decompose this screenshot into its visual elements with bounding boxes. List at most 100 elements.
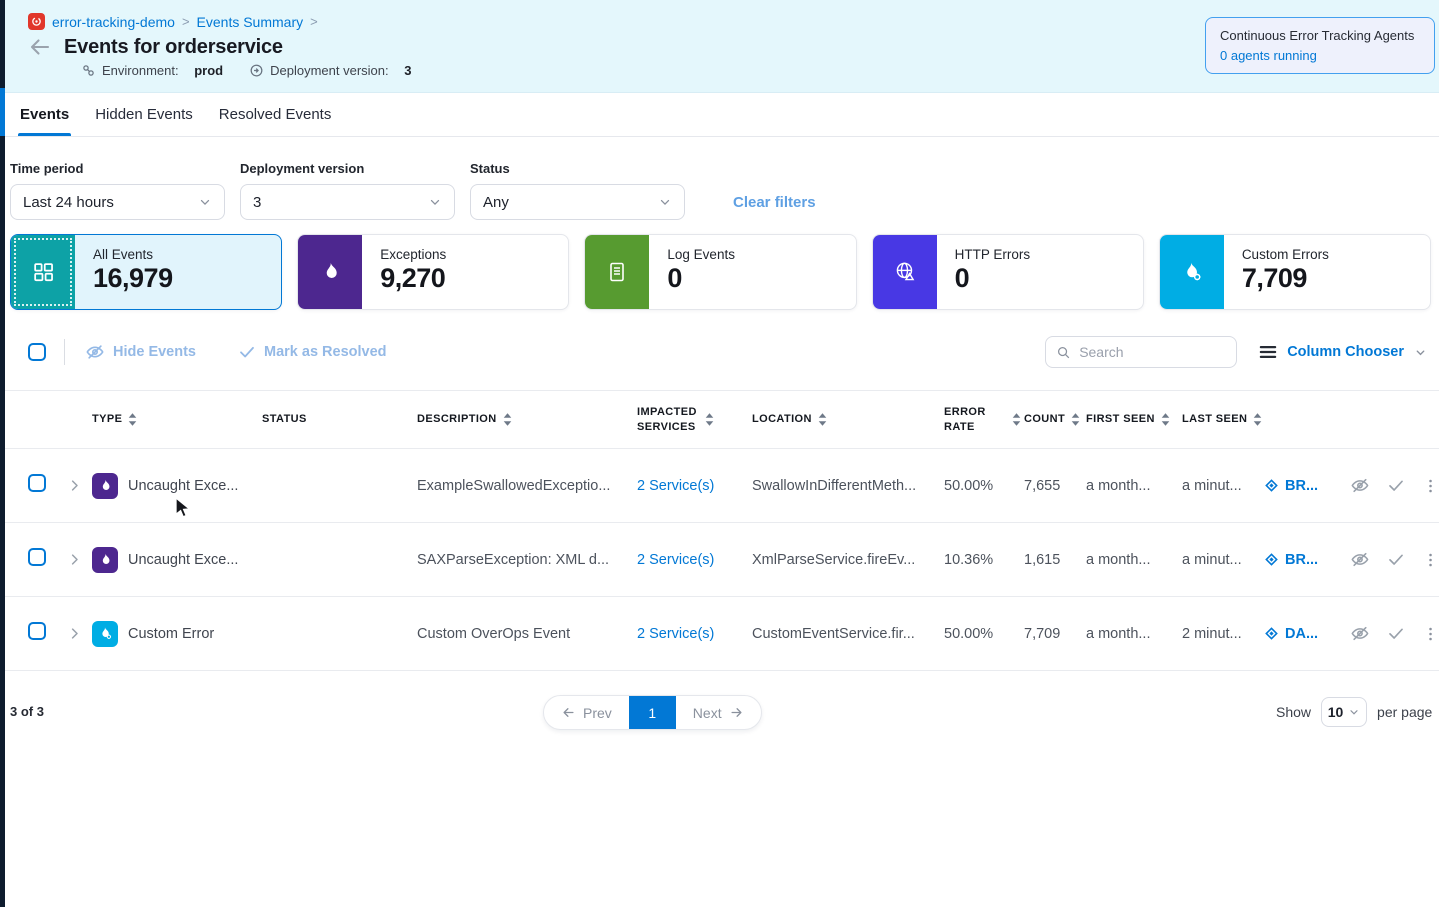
show-label: Show bbox=[1276, 704, 1312, 720]
row-checkbox[interactable] bbox=[28, 622, 46, 640]
back-button[interactable] bbox=[28, 35, 52, 59]
column-header-impacted-services[interactable]: Impacted Services bbox=[637, 405, 752, 434]
card-value: 0 bbox=[954, 263, 970, 293]
search-input[interactable] bbox=[1079, 344, 1210, 360]
sort-icon bbox=[1012, 413, 1021, 426]
row-checkbox[interactable] bbox=[28, 548, 46, 566]
last-seen-cell: a minut... bbox=[1182, 477, 1242, 494]
tab-events[interactable]: Events bbox=[18, 93, 72, 136]
event-type-label: Custom Error bbox=[128, 625, 215, 642]
column-header-status[interactable]: Status bbox=[262, 413, 307, 426]
events-table: Type Status Description Impacted Service… bbox=[0, 390, 1439, 671]
column-header-description[interactable]: Description bbox=[417, 412, 637, 426]
location-cell: SwallowInDifferentMeth... bbox=[752, 477, 917, 494]
first-seen-cell: a month... bbox=[1086, 625, 1151, 642]
status-select[interactable]: Any bbox=[470, 184, 685, 220]
chevron-down-icon bbox=[430, 199, 440, 205]
resolve-event-icon[interactable] bbox=[1387, 550, 1405, 569]
impacted-services-link[interactable]: 2 Service(s) bbox=[637, 625, 715, 642]
card-label: All Events bbox=[93, 247, 154, 262]
event-type-label: Uncaught Exce... bbox=[128, 551, 239, 568]
breadcrumb-project-link[interactable]: error-tracking-demo bbox=[52, 13, 175, 30]
hide-event-icon[interactable] bbox=[1350, 623, 1370, 644]
expand-chevron-icon[interactable] bbox=[67, 626, 82, 641]
hide-event-icon[interactable] bbox=[1350, 475, 1370, 496]
card-exceptions[interactable]: Exceptions 9,270 bbox=[297, 234, 570, 310]
column-chooser-button[interactable]: Column Chooser bbox=[1259, 344, 1427, 360]
resolve-event-icon[interactable] bbox=[1387, 624, 1405, 643]
expand-chevron-icon[interactable] bbox=[67, 552, 82, 567]
impacted-services-link[interactable]: 2 Service(s) bbox=[637, 551, 715, 568]
expand-chevron-icon[interactable] bbox=[67, 478, 82, 493]
column-header-first-seen[interactable]: First Seen bbox=[1086, 412, 1182, 426]
table-row[interactable]: Custom Error Custom OverOps Event 2 Serv… bbox=[0, 597, 1439, 671]
back-arrow-icon bbox=[30, 39, 50, 55]
column-header-type[interactable]: Type bbox=[92, 412, 262, 426]
chevron-down-icon bbox=[1416, 349, 1425, 355]
assignee-link[interactable]: DA... bbox=[1264, 626, 1348, 642]
chevron-down-icon bbox=[660, 199, 670, 205]
impacted-services-link[interactable]: 2 Service(s) bbox=[637, 477, 715, 494]
column-header-location[interactable]: Location bbox=[752, 412, 944, 426]
search-icon bbox=[1058, 346, 1070, 358]
collapsed-sidebar[interactable] bbox=[0, 0, 5, 907]
flame-icon bbox=[298, 235, 363, 309]
column-header-last-seen[interactable]: Last Seen bbox=[1182, 412, 1264, 426]
row-menu-icon[interactable] bbox=[1422, 476, 1439, 496]
error-rate-cell: 50.00% bbox=[944, 625, 994, 642]
card-custom-errors[interactable]: Custom Errors 7,709 bbox=[1158, 234, 1432, 310]
count-cell: 7,709 bbox=[1024, 625, 1061, 642]
agents-title: Continuous Error Tracking Agents bbox=[1220, 28, 1415, 43]
hide-event-icon[interactable] bbox=[1350, 549, 1370, 570]
error-tracking-logo-icon bbox=[28, 13, 45, 30]
error-rate-cell: 50.00% bbox=[944, 477, 994, 494]
tabs-bar: Events Hidden Events Resolved Events bbox=[0, 93, 1439, 137]
card-http-errors[interactable]: HTTP Errors 0 bbox=[871, 234, 1144, 310]
deployment-version-select[interactable]: 3 bbox=[240, 184, 455, 220]
pagination-pill: Prev 1 Next bbox=[543, 695, 762, 730]
table-row[interactable]: Uncaught Exce... ExampleSwallowedExcepti… bbox=[0, 449, 1439, 523]
assignee-link[interactable]: BR... bbox=[1264, 552, 1348, 568]
status-label: Status bbox=[470, 161, 510, 176]
next-page-button[interactable]: Next bbox=[676, 696, 761, 729]
column-header-count[interactable]: Count bbox=[1024, 412, 1086, 426]
time-period-label: Time period bbox=[10, 161, 84, 176]
table-row[interactable]: Uncaught Exce... SAXParseException: XML … bbox=[0, 523, 1439, 597]
service-diamond-icon bbox=[1265, 553, 1278, 566]
agents-status-panel: Continuous Error Tracking Agents 0 agent… bbox=[1205, 17, 1435, 74]
assignee-link[interactable]: BR... bbox=[1264, 478, 1348, 494]
agents-running-link[interactable]: 0 agents running bbox=[1220, 48, 1317, 63]
card-value: 7,709 bbox=[1241, 263, 1308, 293]
deployment-version-label: Deployment version bbox=[240, 161, 365, 176]
row-checkbox[interactable] bbox=[28, 474, 46, 492]
last-seen-cell: a minut... bbox=[1182, 551, 1242, 568]
hide-events-button[interactable]: Hide Events bbox=[85, 342, 196, 362]
card-all-events[interactable]: All Events 16,979 bbox=[10, 234, 283, 310]
service-diamond-icon bbox=[1265, 479, 1278, 492]
breadcrumb-section-link[interactable]: Events Summary bbox=[196, 13, 304, 30]
card-log-events[interactable]: Log Events 0 bbox=[584, 234, 857, 310]
check-icon bbox=[240, 346, 254, 358]
prev-page-button[interactable]: Prev bbox=[544, 696, 629, 729]
clear-filters-button[interactable]: Clear filters bbox=[733, 193, 816, 211]
count-cell: 7,655 bbox=[1024, 477, 1061, 494]
row-menu-icon[interactable] bbox=[1422, 550, 1439, 570]
column-header-error-rate[interactable]: Error Rate bbox=[944, 405, 1024, 434]
event-type-label: Uncaught Exce... bbox=[128, 477, 239, 494]
breadcrumb-separator: > bbox=[181, 14, 190, 29]
page-size-select[interactable]: 10 bbox=[1321, 697, 1368, 727]
tab-resolved-events[interactable]: Resolved Events bbox=[218, 106, 332, 123]
current-page-button[interactable]: 1 bbox=[628, 696, 676, 729]
mark-resolved-button[interactable]: Mark as Resolved bbox=[238, 343, 387, 361]
arrow-left-icon bbox=[563, 708, 574, 717]
resolve-event-icon[interactable] bbox=[1387, 476, 1405, 495]
search-box[interactable] bbox=[1045, 336, 1238, 368]
time-period-select[interactable]: Last 24 hours bbox=[10, 184, 225, 220]
location-cell: XmlParseService.fireEv... bbox=[752, 551, 916, 568]
tab-hidden-events[interactable]: Hidden Events bbox=[95, 106, 193, 123]
sort-icon bbox=[818, 413, 827, 426]
select-all-checkbox[interactable] bbox=[28, 343, 46, 361]
description-cell: SAXParseException: XML d... bbox=[417, 551, 610, 568]
row-menu-icon[interactable] bbox=[1422, 624, 1439, 644]
page-title: Events for orderservice bbox=[64, 35, 283, 58]
